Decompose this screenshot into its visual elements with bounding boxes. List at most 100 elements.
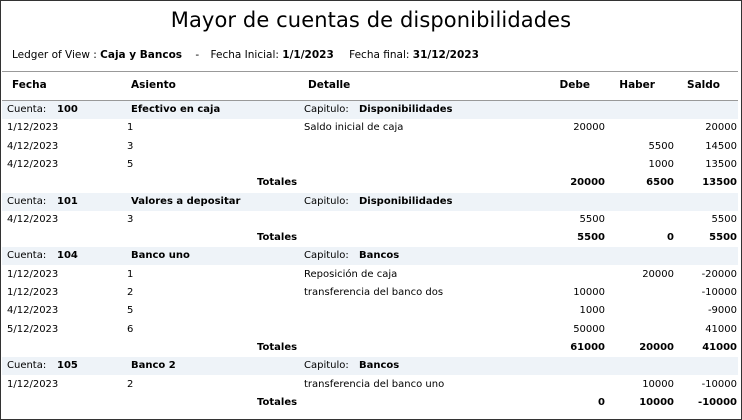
saldo-cell: -20000 <box>701 268 737 280</box>
asiento-cell: 5 <box>127 305 134 317</box>
capitulo-label: Capitulo: <box>304 104 349 115</box>
table-row: 4/12/2023 3 5500 14500 <box>2 138 738 156</box>
table-row: 5/12/2023 6 50000 41000 <box>2 321 738 339</box>
report-filters: Ledger of View : Caja y Bancos - Fecha I… <box>12 49 479 61</box>
totals-row: Totales 20000 6500 13500 <box>2 174 738 192</box>
account-name: Banco uno <box>131 250 190 262</box>
saldo-cell: 20000 <box>705 122 737 134</box>
capitulo-value: Disponibilidades <box>359 104 453 115</box>
column-header-debe: Debe <box>559 79 590 91</box>
fecha-cell: 5/12/2023 <box>7 323 59 335</box>
asiento-cell: 2 <box>127 378 134 390</box>
fecha-cell: 4/12/2023 <box>7 213 59 225</box>
capitulo-label: Capitulo: <box>304 250 349 262</box>
account-number: 100 <box>57 104 78 115</box>
column-header-asiento: Asiento <box>131 79 176 91</box>
asiento-cell: 6 <box>127 323 134 335</box>
saldo-cell: -10000 <box>701 378 737 390</box>
filter-separator: - <box>195 49 200 61</box>
detalle-cell: Saldo inicial de caja <box>304 122 404 134</box>
cuenta-label: Cuenta: <box>7 104 47 115</box>
saldo-cell: -10000 <box>701 287 737 298</box>
capitulo-value: Disponibilidades <box>359 195 453 207</box>
table-row: 1/12/2023 1 Saldo inicial de caja 20000 2000… <box>2 119 738 137</box>
column-header-haber: Haber <box>619 79 655 91</box>
account-header-row: Cuenta: 105 Banco 2 Capitulo: Bancos <box>2 357 738 376</box>
totales-label: Totales <box>257 396 298 408</box>
account-header-row: Cuenta: 104 Banco uno Capitulo: Bancos <box>2 247 738 266</box>
table-row: 1/12/2023 2 transferencia del banco dos 100… <box>2 284 738 302</box>
asiento-cell: 3 <box>127 140 134 152</box>
fecha-final-label: Fecha final: <box>349 49 410 61</box>
saldo-cell: -9000 <box>707 305 737 317</box>
detalle-cell: transferencia del banco uno <box>304 378 445 390</box>
total-saldo: 5500 <box>709 232 737 244</box>
debe-cell: 20000 <box>573 122 605 134</box>
fecha-inicial-label: Fecha Inicial: <box>210 49 279 61</box>
table-row: 1/12/2023 1 Reposición de caja 20000 -20000 <box>2 266 738 284</box>
asiento-cell: 1 <box>127 122 134 134</box>
debe-cell: 1000 <box>579 305 605 317</box>
total-debe: 0 <box>598 396 605 408</box>
column-header-saldo: Saldo <box>687 79 720 91</box>
totals-row: Totales 61000 20000 41000 <box>2 339 738 357</box>
asiento-cell: 2 <box>127 287 134 298</box>
haber-cell: 10000 <box>642 378 674 390</box>
haber-cell: 1000 <box>648 158 674 170</box>
total-saldo: 41000 <box>702 341 737 353</box>
header-rule-top <box>2 71 738 72</box>
total-haber: 20000 <box>639 341 674 353</box>
asiento-cell: 3 <box>127 213 134 225</box>
account-number: 104 <box>57 250 78 262</box>
table-row: 1/12/2023 2 transferencia del banco uno 100… <box>2 376 738 394</box>
account-header-row: Cuenta: 101 Valores a depositar Capitulo: Di… <box>2 192 738 211</box>
header-rule-bottom <box>2 100 738 101</box>
ledger-label: Ledger of View : <box>12 49 97 61</box>
ledger-value: Caja y Bancos <box>100 49 183 61</box>
fecha-cell: 4/12/2023 <box>7 140 59 152</box>
cuenta-label: Cuenta: <box>7 360 47 372</box>
debe-cell: 10000 <box>573 287 605 298</box>
cuenta-label: Cuenta: <box>7 250 47 262</box>
capitulo-label: Capitulo: <box>304 195 349 207</box>
asiento-cell: 1 <box>127 268 134 280</box>
total-saldo: -10000 <box>698 396 737 408</box>
fecha-cell: 4/12/2023 <box>7 305 59 317</box>
table-row: 4/12/2023 5 1000 -9000 <box>2 302 738 320</box>
account-name: Valores a depositar <box>131 195 241 207</box>
debe-cell: 50000 <box>573 323 605 335</box>
total-debe: 20000 <box>570 177 605 189</box>
column-header-detalle: Detalle <box>308 79 351 91</box>
account-number: 101 <box>57 195 78 207</box>
column-header-fecha: Fecha <box>12 79 47 91</box>
fecha-cell: 1/12/2023 <box>7 122 59 134</box>
totals-row: Totales 0 10000 -10000 <box>2 394 738 412</box>
capitulo-value: Bancos <box>359 250 400 262</box>
account-name: Efectivo en caja <box>131 104 221 115</box>
total-debe: 5500 <box>577 232 605 244</box>
saldo-cell: 13500 <box>705 158 737 170</box>
total-haber: 0 <box>667 232 674 244</box>
total-haber: 10000 <box>639 396 674 408</box>
saldo-cell: 41000 <box>705 323 737 335</box>
capitulo-value: Bancos <box>359 360 400 372</box>
fecha-cell: 1/12/2023 <box>7 287 59 298</box>
total-haber: 6500 <box>646 177 674 189</box>
table-row: 4/12/2023 5 1000 13500 <box>2 156 738 174</box>
fecha-final-value: 31/12/2023 <box>412 49 479 61</box>
asiento-cell: 5 <box>127 158 134 170</box>
fecha-inicial-value: 1/1/2023 <box>282 49 334 61</box>
report-title: Mayor de cuentas de disponibilidades <box>170 8 572 32</box>
debe-cell: 5500 <box>579 213 605 225</box>
fecha-cell: 4/12/2023 <box>7 158 59 170</box>
detalle-cell: transferencia del banco dos <box>304 287 444 298</box>
haber-cell: 5500 <box>648 140 674 152</box>
totales-label: Totales <box>257 341 298 353</box>
totals-row: Totales 5500 0 5500 <box>2 229 738 247</box>
account-number: 105 <box>57 360 78 372</box>
saldo-cell: 14500 <box>705 140 737 152</box>
total-saldo: 13500 <box>702 177 737 189</box>
fecha-cell: 1/12/2023 <box>7 378 59 390</box>
haber-cell: 20000 <box>642 268 674 280</box>
totales-label: Totales <box>257 232 298 244</box>
